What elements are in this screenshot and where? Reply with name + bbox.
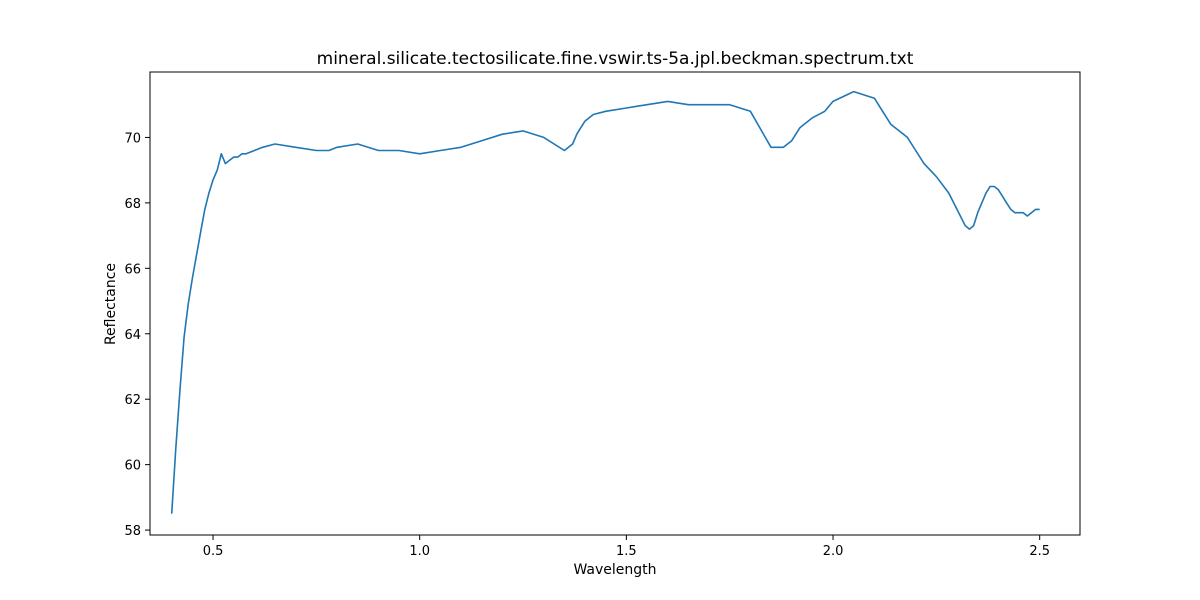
y-tick-label: 66 bbox=[124, 262, 141, 277]
y-axis-label: Reflectance bbox=[103, 263, 119, 345]
y-axis: 58 60 62 64 66 68 70 bbox=[124, 131, 150, 539]
y-tick-label: 68 bbox=[124, 197, 141, 212]
y-tick-label: 60 bbox=[124, 459, 141, 474]
y-tick-label: 64 bbox=[124, 328, 141, 343]
plot-area bbox=[150, 72, 1080, 535]
x-tick-label: 0.5 bbox=[203, 544, 224, 559]
y-tick-label: 58 bbox=[124, 524, 141, 539]
series-line bbox=[172, 92, 1040, 514]
x-axis-label: Wavelength bbox=[573, 562, 656, 578]
x-tick-label: 2.5 bbox=[1029, 544, 1050, 559]
x-tick-label: 2.0 bbox=[823, 544, 844, 559]
x-axis: 0.5 1.0 1.5 2.0 2.5 bbox=[203, 535, 1050, 559]
chart-title: mineral.silicate.tectosilicate.fine.vswi… bbox=[317, 49, 914, 69]
x-tick-label: 1.0 bbox=[409, 544, 430, 559]
y-tick-label: 70 bbox=[124, 131, 141, 146]
x-tick-label: 1.5 bbox=[616, 544, 637, 559]
y-tick-label: 62 bbox=[124, 393, 141, 408]
